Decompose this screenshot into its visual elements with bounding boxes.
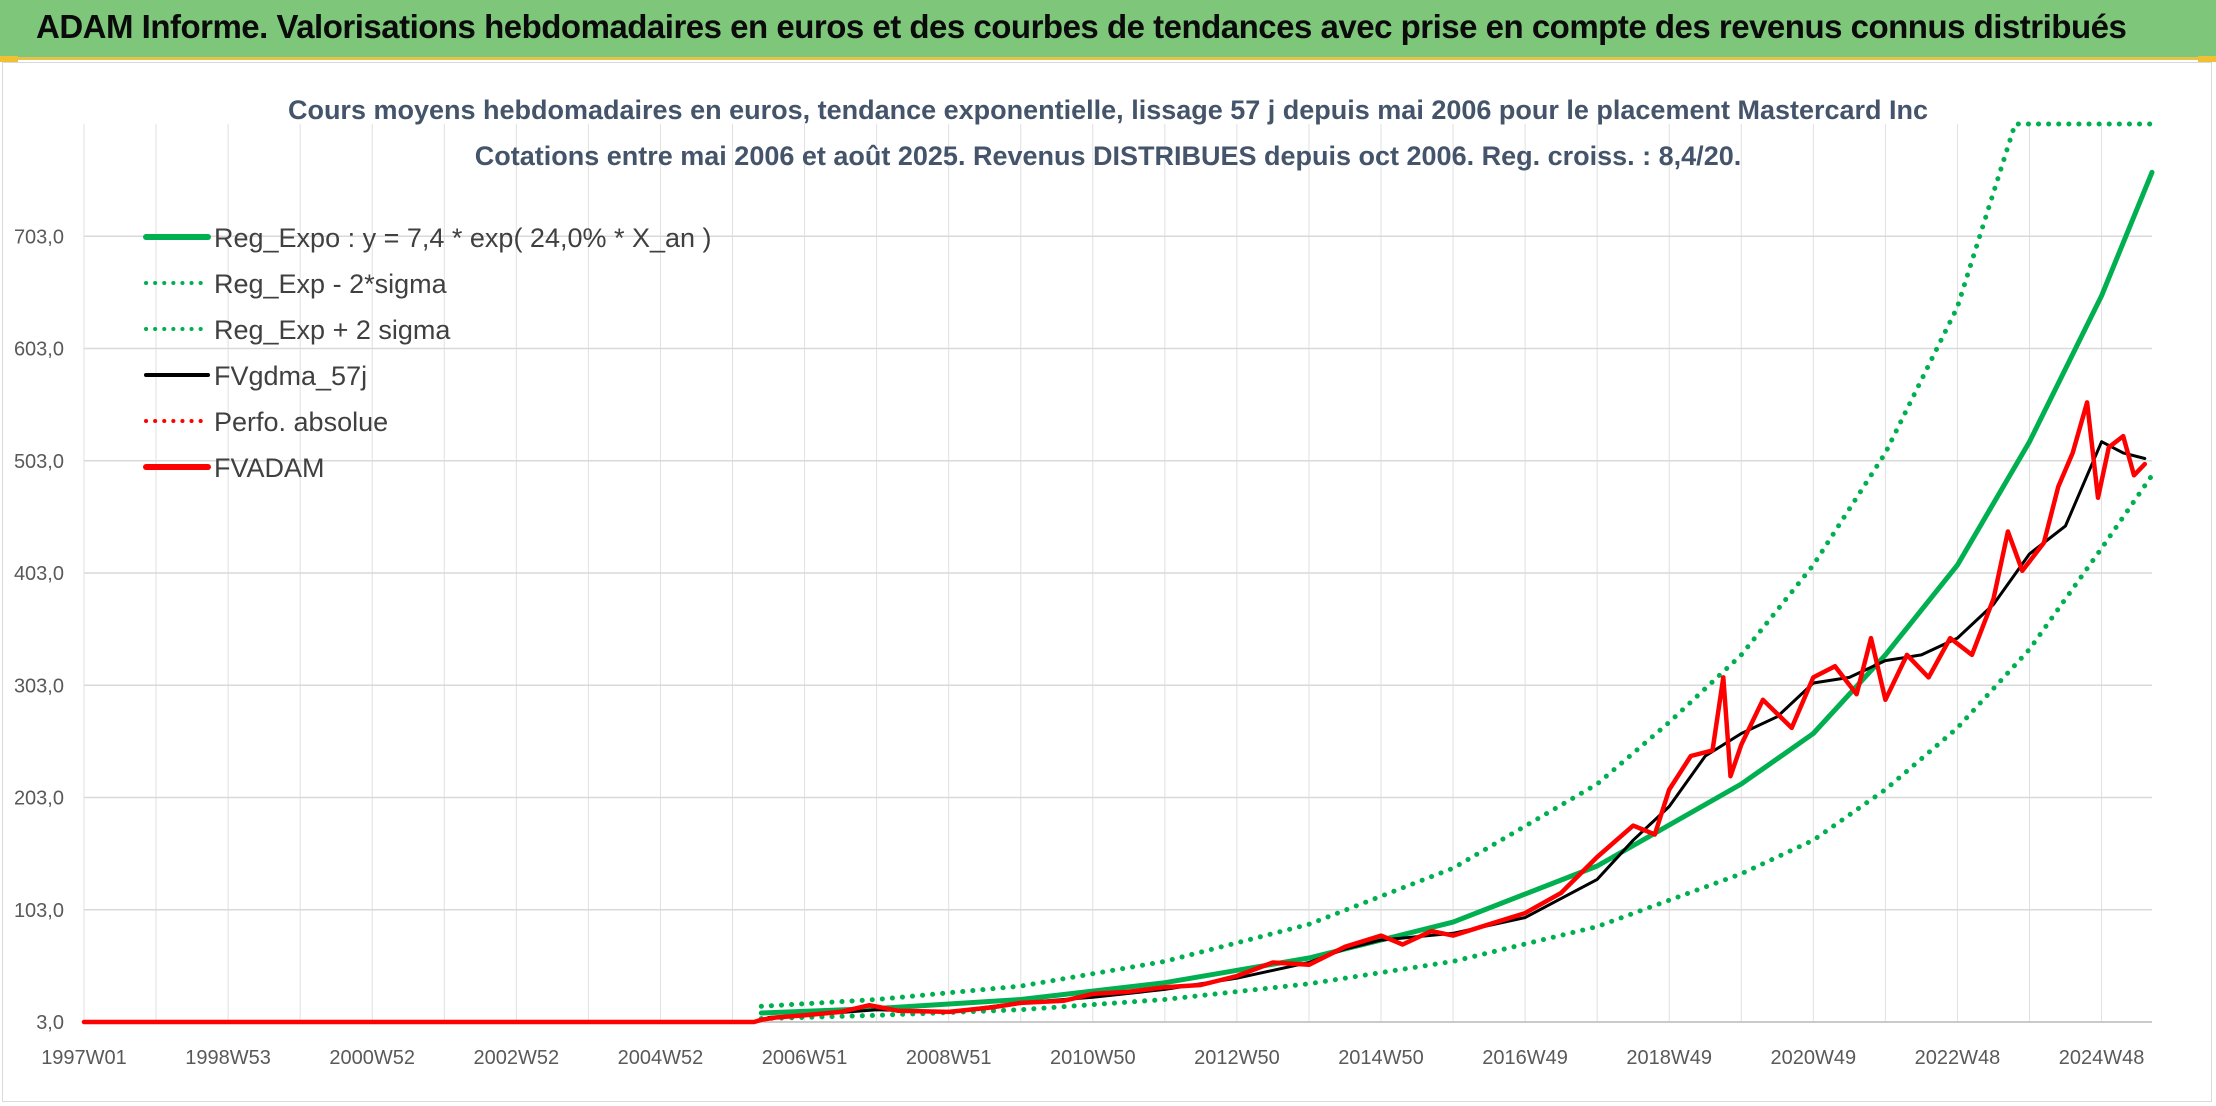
- series-line-4: [767, 440, 2147, 1019]
- y-tick-label: 503,0: [14, 451, 64, 473]
- x-tick-label: 2018W49: [1626, 1047, 1712, 1069]
- x-tick-label: 2014W50: [1338, 1047, 1424, 1069]
- legend-entry-label: Reg_Exp + 2 sigma: [214, 315, 451, 345]
- chart-subtitle: Cotations entre mai 2006 et août 2025. R…: [475, 141, 1741, 171]
- x-tick-label: 2010W50: [1050, 1047, 1136, 1069]
- chart-frame: [2, 62, 2212, 1102]
- series-line-6: [81, 400, 2148, 1025]
- x-tick-label: 2006W51: [762, 1047, 848, 1069]
- legend-entry-label: Perfo. absolue: [214, 407, 388, 437]
- y-tick-label: 103,0: [14, 900, 64, 922]
- y-tick-label: 303,0: [14, 675, 64, 697]
- series-layer: [81, 121, 2155, 1025]
- series-line-2: [758, 472, 2155, 1022]
- x-tick-label: 2022W48: [1915, 1047, 2001, 1069]
- x-tick-label: 2012W50: [1194, 1047, 1280, 1069]
- header-banner: ADAM Informe. Valorisations hebdomadaire…: [0, 0, 2216, 60]
- legend-entry-label: Reg_Expo : y = 7,4 * exp( 24,0% * X_an ): [214, 223, 712, 253]
- x-tick-label: 2024W48: [2059, 1047, 2145, 1069]
- x-axis-ticks: 1997W01 1998W53 2000W52 2002W52 2004W52 2006W…: [41, 1047, 2144, 1069]
- y-tick-label: 3,0: [36, 1012, 64, 1034]
- x-tick-label: 1997W01: [41, 1047, 127, 1069]
- chart-title: Cours moyens hebdomadaires en euros, ten…: [288, 95, 1928, 125]
- series-line-1: [758, 169, 2155, 1016]
- legend-entry-label: FVgdma_57j: [214, 361, 367, 391]
- x-tick-label: 2004W52: [618, 1047, 704, 1069]
- y-tick-label: 203,0: [14, 788, 64, 810]
- x-tick-label: 2000W52: [329, 1047, 415, 1069]
- x-tick-label: 2008W51: [906, 1047, 992, 1069]
- x-tick-label: 2016W49: [1482, 1047, 1568, 1069]
- y-tick-label: 703,0: [14, 226, 64, 248]
- corner-accent-right: [2198, 56, 2216, 62]
- legend-entry-label: Reg_Exp - 2*sigma: [214, 269, 448, 299]
- x-tick-label: 2002W52: [474, 1047, 560, 1069]
- legend: Reg_Expo : y = 7,4 * exp( 24,0% * X_an )…: [143, 223, 712, 483]
- grid-lines: [83, 124, 2152, 1023]
- corner-accent-left: [0, 56, 18, 62]
- x-tick-label: 1998W53: [185, 1047, 271, 1069]
- report-title: ADAM Informe. Valorisations hebdomadaire…: [36, 8, 2127, 45]
- legend-entry-label: FVADAM: [214, 453, 325, 483]
- series-line-3: [758, 121, 2155, 1009]
- y-tick-label: 603,0: [14, 339, 64, 361]
- x-tick-label: 2020W49: [1771, 1047, 1857, 1069]
- y-tick-label: 403,0: [14, 563, 64, 585]
- y-axis-ticks: 3,0 103,0 203,0 303,0 403,0 503,0 603,0 703,0: [14, 226, 64, 1034]
